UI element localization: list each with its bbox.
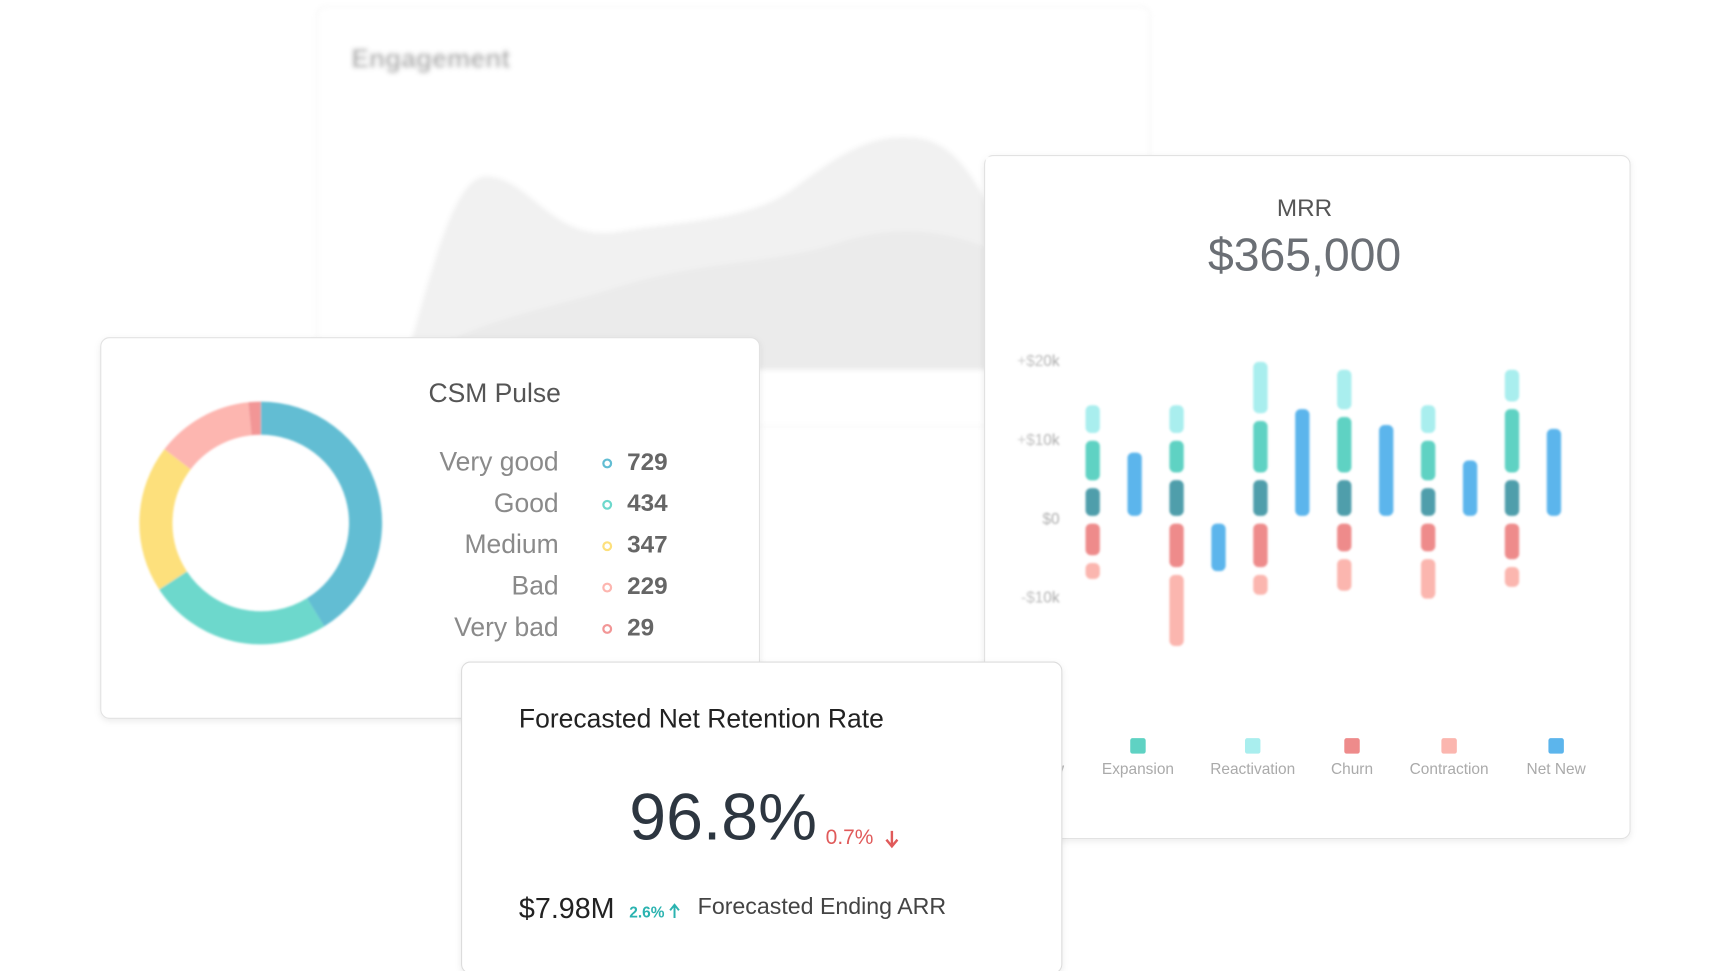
bar-segment [1420, 440, 1436, 481]
bar-segment [1085, 523, 1100, 556]
bar-segment [1546, 428, 1562, 516]
bar-segment [1337, 417, 1352, 473]
bar-segment [1337, 480, 1352, 516]
card-title: Forecasted Net Retention Rate [519, 704, 884, 734]
value-label: 347 [627, 532, 668, 559]
chart-title: MRR [1277, 195, 1332, 222]
donut [139, 401, 383, 645]
bar-segment [1462, 460, 1478, 516]
category-label: Bad [512, 571, 559, 601]
value-label: 29 [627, 614, 654, 641]
legend-label: Expansion [1102, 761, 1174, 778]
value-label: 229 [627, 573, 668, 600]
category-label: Very good [439, 446, 558, 476]
metric-value: 96.8% [629, 781, 817, 855]
bar-segment [1085, 563, 1100, 579]
chart-subtitle: $365,000 [1208, 228, 1401, 280]
bar-segment [1295, 409, 1310, 516]
down-arrow [885, 830, 899, 849]
bar-segment [1253, 421, 1268, 473]
category-label: Very bad [454, 612, 558, 642]
legend-dot [602, 541, 613, 552]
bar-segment [1253, 361, 1268, 414]
legend-swatch [1130, 738, 1146, 754]
csm-card: CSM Pulse Very good 729 Good 434 Medium 347 Ba… [100, 337, 761, 719]
category-label: Medium [465, 529, 559, 559]
bar-segment [1504, 523, 1520, 560]
donut-segment [139, 449, 191, 590]
category-label: Good [494, 488, 559, 518]
legend-swatch [1548, 738, 1564, 754]
donut-segment [260, 401, 383, 627]
legend-swatch [1244, 738, 1261, 754]
legend: Very good 729 Good 434 Medium 347 Bad 229 Very b… [439, 446, 668, 642]
bar-segment [1420, 488, 1436, 516]
bar-segment [1085, 440, 1100, 481]
value-label: 729 [627, 449, 668, 476]
legend-label: Churn [1331, 761, 1373, 778]
metric-change: 0.7% [826, 826, 874, 849]
donut-segment [159, 570, 325, 645]
chart-title: CSM Pulse [428, 378, 560, 408]
legend-label: Reactivation [1210, 761, 1295, 778]
legend: NewExpansionReactivationChurnContraction… [1033, 738, 1587, 778]
up-arrow [669, 903, 680, 919]
arr-value: $7.98M [519, 893, 615, 925]
engagement-card: Engagement [316, 6, 1151, 427]
bar-segment [1253, 480, 1268, 516]
bar-segment [1169, 440, 1184, 473]
arr-label: Forecasted Ending ARR [698, 893, 946, 919]
forecast-card: Forecasted Net Retention Rate 96.8% 0.7%… [461, 661, 1063, 971]
bar-segment [1169, 480, 1184, 516]
bar-segment [1169, 523, 1184, 568]
bar-segment [1211, 523, 1226, 572]
legend-swatch [1344, 738, 1360, 754]
area [403, 231, 1027, 370]
bar-segment [1085, 405, 1100, 434]
bar-segment [1169, 405, 1184, 434]
bar-segment [1127, 452, 1142, 516]
bar-segment [1504, 480, 1520, 516]
bar-segment [1504, 409, 1520, 473]
legend-dot [602, 623, 613, 634]
bar-segment [1504, 369, 1520, 402]
donut-segment [248, 401, 261, 436]
bar-segment [1253, 523, 1268, 568]
bar-segment [1420, 523, 1436, 552]
bar-segment [1337, 559, 1352, 591]
bar-segment [1085, 488, 1100, 516]
bar-segment [1337, 369, 1352, 410]
legend-label: Net New [1527, 761, 1587, 778]
card-title: Engagement [351, 44, 510, 74]
bar-segment [1420, 405, 1436, 434]
bar-segment [1253, 574, 1268, 595]
legend-swatch [1441, 738, 1457, 754]
bar-segment [1420, 559, 1436, 599]
bar-segment [1504, 566, 1520, 587]
legend-label: Contraction [1410, 761, 1489, 778]
bar-segment [1169, 574, 1184, 647]
legend-dot [602, 458, 613, 469]
legend-dot [602, 499, 613, 510]
donut-segment [164, 402, 253, 470]
bar-segment [1379, 424, 1394, 516]
mrr-card: MRR $365,000 +$20k+$10k$0-$10k NewExpans… [984, 155, 1631, 840]
value-label: 434 [627, 490, 668, 517]
card [461, 661, 1063, 971]
bar-segment [1337, 523, 1352, 552]
arr-change: 2.6% [629, 905, 664, 922]
legend-dot [602, 582, 613, 593]
